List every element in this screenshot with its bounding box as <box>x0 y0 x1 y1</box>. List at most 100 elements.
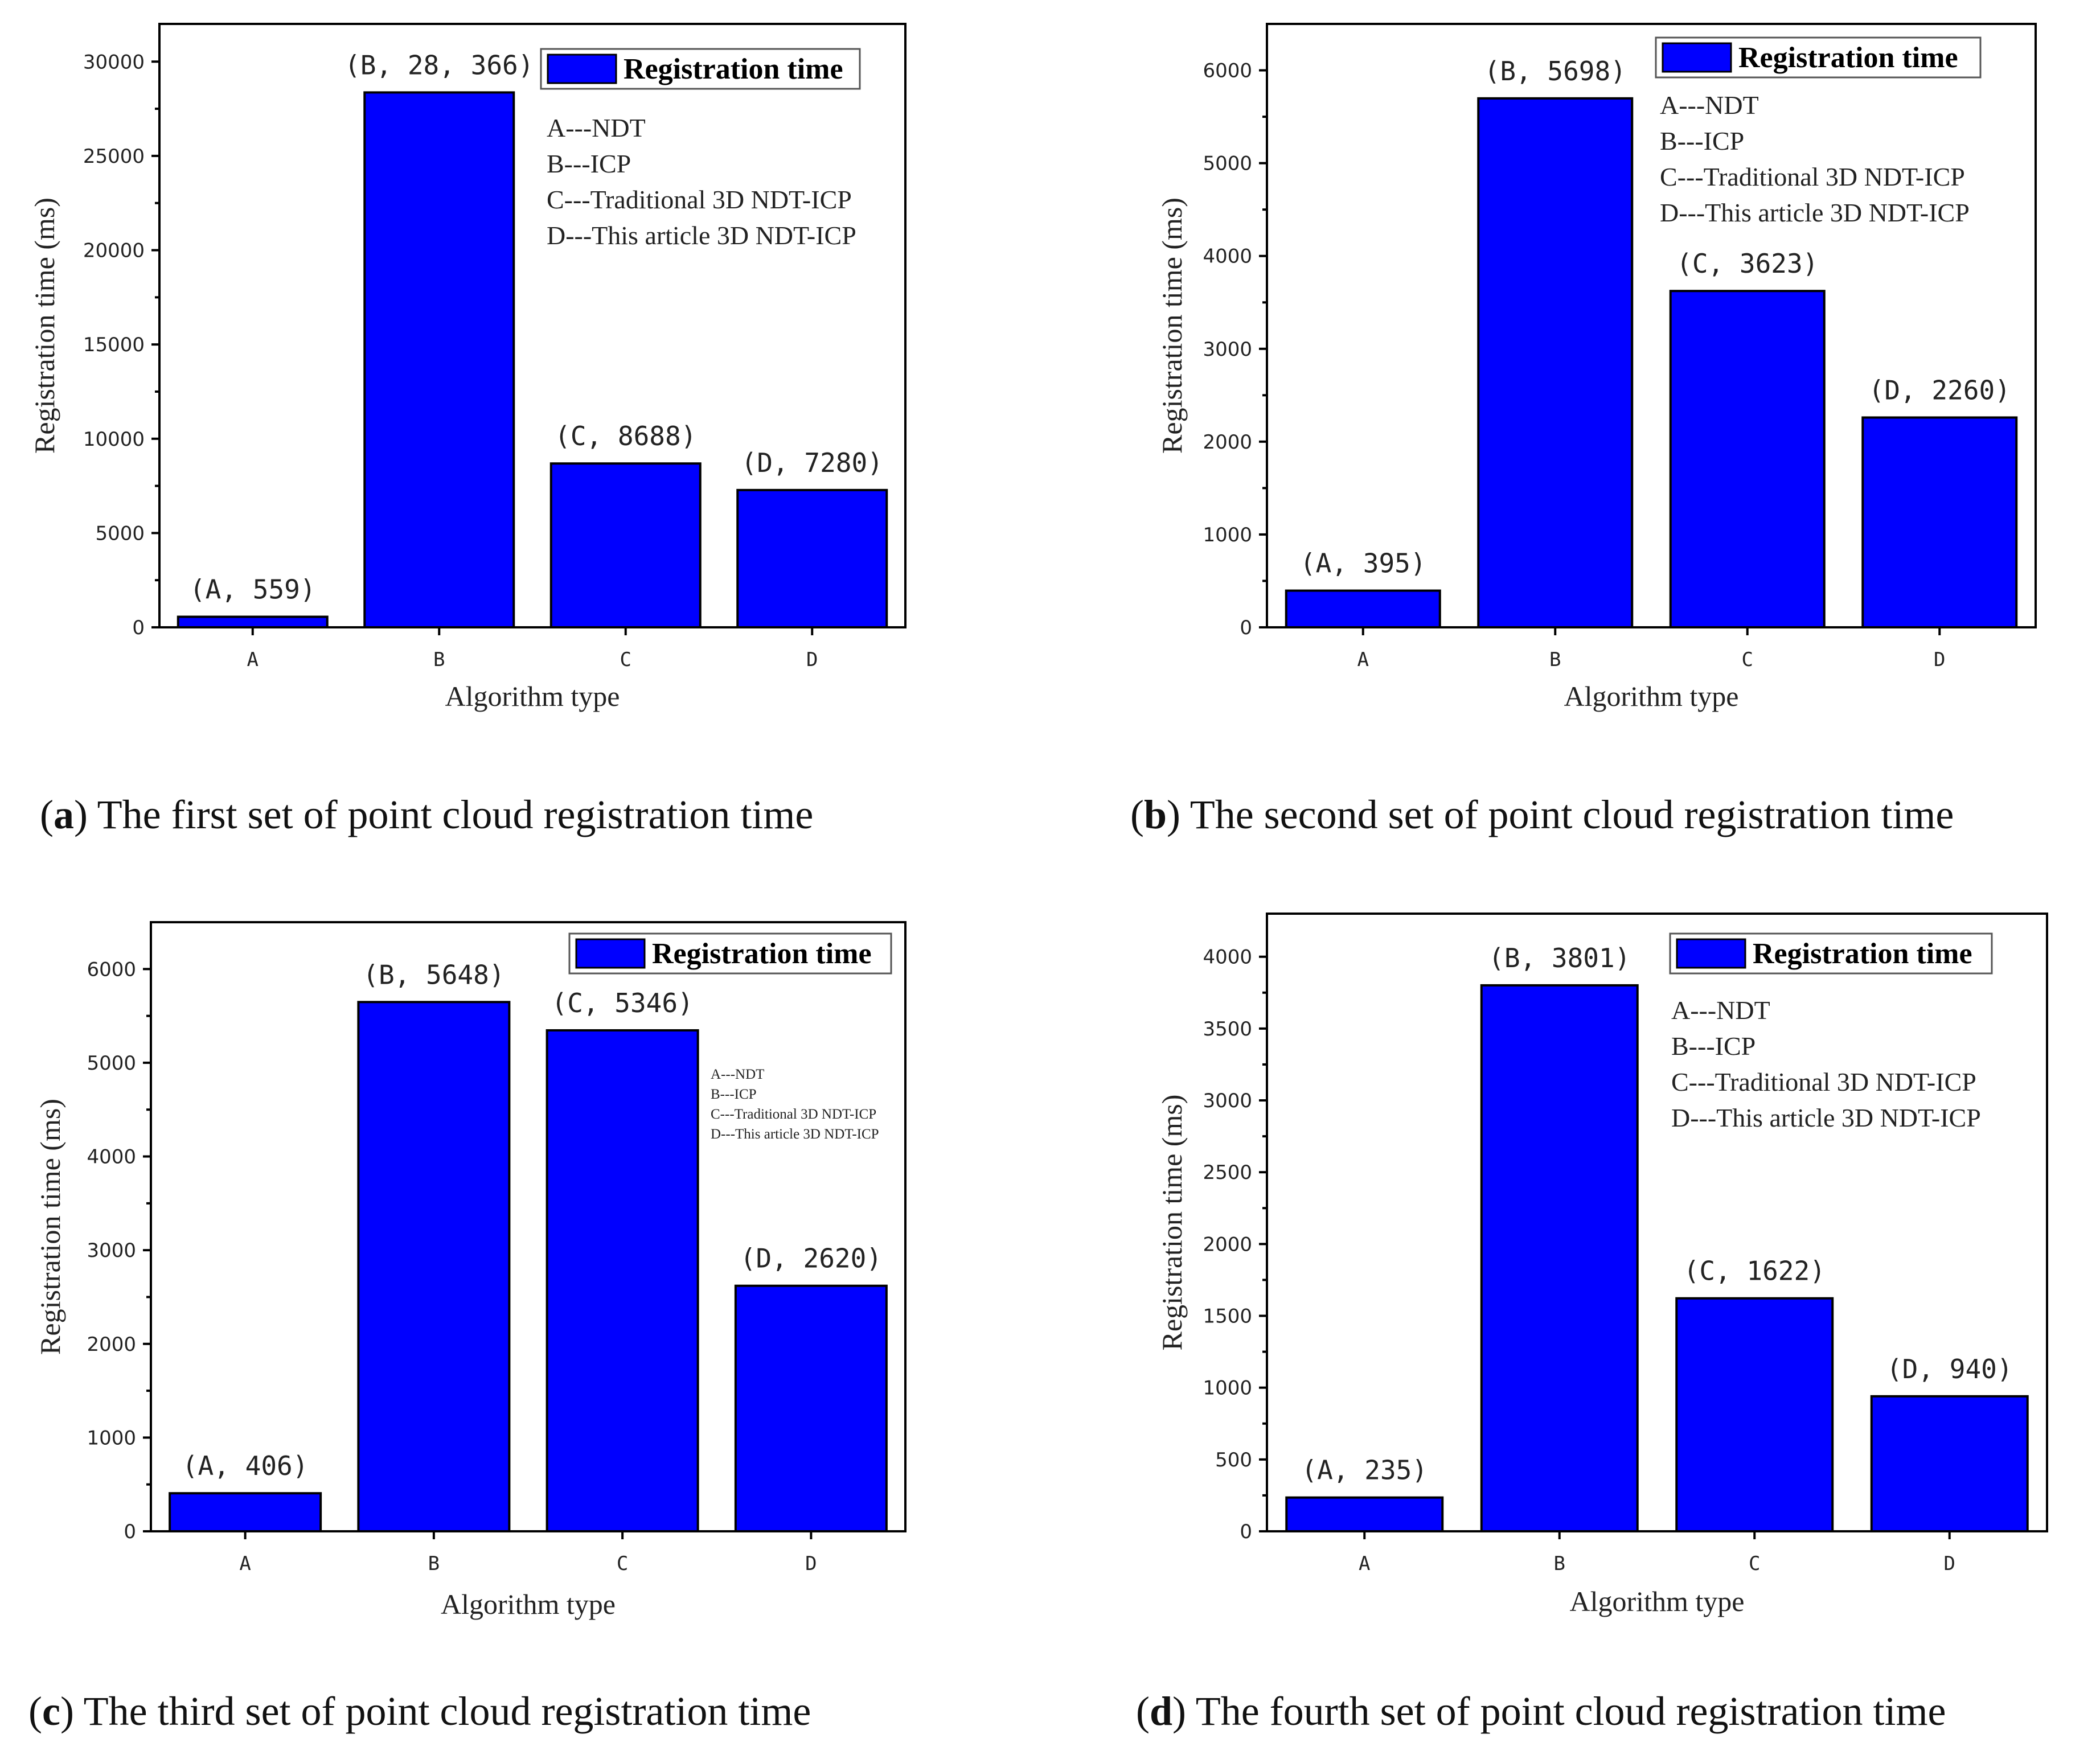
bar-A <box>1285 589 1441 628</box>
x-tick-label: A <box>239 1552 251 1575</box>
caption-paren-close: ) <box>1167 792 1180 837</box>
y-tick-label: 1000 <box>1203 1377 1252 1400</box>
caption-text: The first set of point cloud registratio… <box>88 792 813 837</box>
bar-B <box>357 1001 511 1532</box>
y-tick-label: 5000 <box>87 1052 136 1075</box>
y-tick-label: 30000 <box>83 51 145 73</box>
data-label-B: (B, 3801) <box>1488 943 1630 973</box>
x-tick-label: C <box>620 648 631 671</box>
caption-text: The second set of point cloud registrati… <box>1180 792 1954 837</box>
y-tick-label: 1500 <box>1203 1305 1252 1328</box>
y-tick-label: 15000 <box>83 334 145 356</box>
caption-paren-close: ) <box>1172 1688 1186 1734</box>
bar-C <box>549 462 702 629</box>
chart-panel-b: 0 1000 2000 3000 4000 5000 6000 A (A, 395) B (B, 5… <box>1130 23 2037 837</box>
x-tick-label: C <box>1749 1552 1760 1575</box>
algorithm-note: D---This article 3D NDT-ICP <box>1660 198 1970 227</box>
bar-D <box>1861 416 2018 628</box>
chart-panel-d: 0 500 1000 1500 2000 2500 3000 3500 4000 A (A, 235… <box>1136 913 2048 1734</box>
y-tick-label: 0 <box>132 617 145 639</box>
panel-caption: (c) The third set of point cloud registr… <box>28 1688 811 1734</box>
x-tick-label: B <box>433 648 445 671</box>
caption-paren-open: ( <box>1130 792 1144 837</box>
y-axis-title: Registration time (ms) <box>28 198 60 454</box>
data-label-A: (A, 406) <box>182 1450 309 1481</box>
x-tick-label: C <box>617 1552 628 1575</box>
y-axis-title: Registration time (ms) <box>34 1099 66 1355</box>
legend-swatch <box>575 938 646 969</box>
y-tick-label: 6000 <box>87 958 136 981</box>
x-axis-title: Algorithm type <box>1564 680 1739 712</box>
bar-C <box>545 1029 699 1533</box>
panel-caption: (b) The second set of point cloud regist… <box>1130 792 1954 837</box>
y-axis-title: Registration time (ms) <box>1156 198 1188 454</box>
x-tick-label: D <box>805 1552 817 1575</box>
legend-label: Registration time <box>652 938 872 970</box>
y-tick-label: 2000 <box>1203 431 1252 454</box>
x-tick-label: D <box>806 648 818 671</box>
data-label-A: (A, 395) <box>1300 548 1426 579</box>
bar-C <box>1669 290 1826 628</box>
algorithm-note: C---Traditional 3D NDT-ICP <box>547 185 852 214</box>
y-tick-label: 25000 <box>83 145 145 168</box>
data-label-D: (D, 7280) <box>741 447 883 478</box>
caption-paren-open: ( <box>1136 1688 1150 1734</box>
plot-frame <box>150 921 907 1532</box>
data-label-D: (D, 940) <box>1886 1354 2013 1384</box>
algorithm-note: B---ICP <box>547 149 631 178</box>
caption-paren-close: ) <box>60 1688 74 1734</box>
y-tick-label: 4000 <box>1203 245 1252 268</box>
y-axis-title: Registration time (ms) <box>1156 1095 1188 1351</box>
chart-panel-a: 0 5000 10000 15000 20000 25000 30000 A (A, 559) B… <box>28 23 907 837</box>
x-tick-label: B <box>428 1552 440 1575</box>
x-axis-title: Algorithm type <box>441 1588 616 1620</box>
algorithm-note: A---NDT <box>547 113 646 142</box>
algorithm-note: C---Traditional 3D NDT-ICP <box>1660 162 1965 191</box>
y-tick-label: 1000 <box>87 1427 136 1449</box>
caption-letter: a <box>54 792 74 837</box>
y-tick-label: 4000 <box>1203 946 1252 969</box>
x-tick-label: B <box>1549 648 1561 671</box>
legend-swatch <box>547 54 617 84</box>
data-label-B: (B, 28, 366) <box>344 50 534 80</box>
bar-D <box>1870 1395 2029 1533</box>
algorithm-note: D---This article 3D NDT-ICP <box>711 1127 879 1142</box>
y-tick-label: 2500 <box>1203 1161 1252 1184</box>
x-tick-label: A <box>1359 1552 1370 1575</box>
bar-D <box>734 1284 888 1533</box>
caption-text: The third set of point cloud registratio… <box>74 1688 811 1734</box>
y-tick-label: 4000 <box>87 1146 136 1169</box>
data-label-C: (C, 3623) <box>1676 248 1818 279</box>
y-tick-label: 3000 <box>1203 1090 1252 1112</box>
bar-B <box>363 91 515 629</box>
algorithm-note: D---This article 3D NDT-ICP <box>547 221 856 250</box>
panel-caption: (a) The first set of point cloud registr… <box>40 792 813 837</box>
y-tick-label: 0 <box>1240 617 1252 639</box>
caption-letter: c <box>42 1688 60 1734</box>
x-axis-title: Algorithm type <box>445 680 620 712</box>
bar-C <box>1675 1297 1834 1533</box>
panel-caption: (d) The fourth set of point cloud regist… <box>1136 1688 1946 1734</box>
legend-label: Registration time <box>624 53 843 85</box>
y-tick-label: 3000 <box>87 1239 136 1262</box>
plot-frame <box>158 23 907 628</box>
x-tick-label: D <box>1944 1552 1955 1575</box>
y-tick-label: 2000 <box>1203 1233 1252 1256</box>
data-label-D: (D, 2620) <box>740 1243 882 1274</box>
legend-label: Registration time <box>1738 42 1958 74</box>
y-tick-label: 6000 <box>1203 60 1252 83</box>
bar-A <box>177 615 329 629</box>
caption-paren-open: ( <box>28 1688 42 1734</box>
algorithm-note: B---ICP <box>711 1087 757 1102</box>
data-label-C: (C, 1622) <box>1684 1256 1826 1287</box>
bar-B <box>1480 984 1639 1533</box>
y-tick-label: 10000 <box>83 428 145 451</box>
data-label-D: (D, 2260) <box>1869 375 2011 405</box>
legend-label: Registration time <box>1753 938 1972 970</box>
x-tick-label: B <box>1554 1552 1565 1575</box>
caption-paren-open: ( <box>40 792 54 837</box>
data-label-C: (C, 8688) <box>555 421 696 451</box>
caption-paren-close: ) <box>74 792 88 837</box>
chart-panel-c: 0 1000 2000 3000 4000 5000 6000 A (A, 406) B (B, 5… <box>28 921 907 1734</box>
